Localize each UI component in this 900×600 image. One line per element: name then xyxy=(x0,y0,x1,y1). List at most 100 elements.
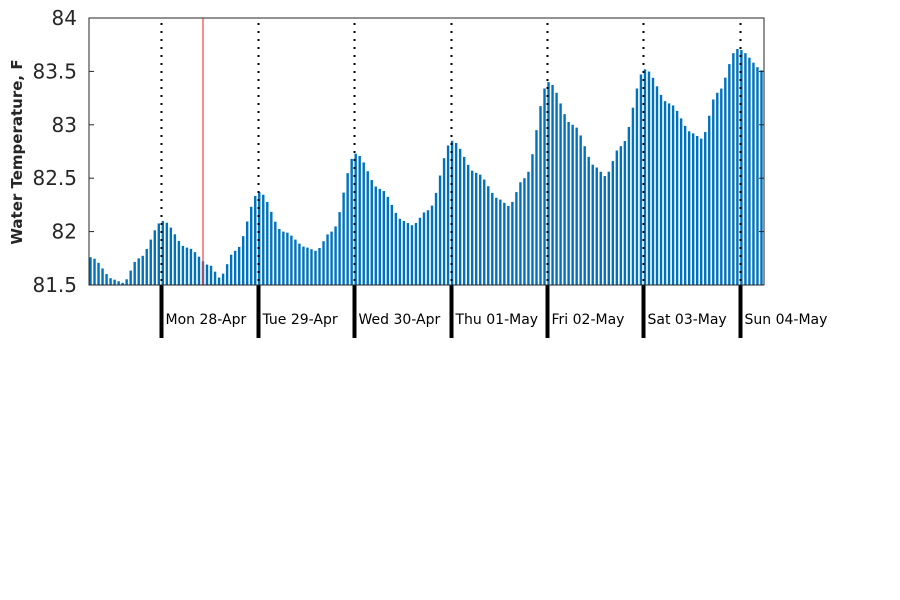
y-tick-label: 84 xyxy=(52,6,77,30)
y-tick-label: 83.5 xyxy=(32,59,77,83)
bar xyxy=(358,156,361,285)
bar xyxy=(326,234,329,285)
bar xyxy=(483,179,486,285)
bar xyxy=(507,205,510,285)
bar xyxy=(290,235,293,285)
bar xyxy=(748,57,751,285)
bar xyxy=(736,48,739,285)
bar xyxy=(503,202,506,285)
bar xyxy=(346,173,349,285)
bar xyxy=(334,226,337,285)
bar xyxy=(181,245,185,285)
day-label: Tue 29-Apr xyxy=(262,312,338,328)
plot-frame xyxy=(88,17,765,286)
bar xyxy=(362,162,365,285)
bar xyxy=(217,277,221,285)
bar xyxy=(603,176,606,285)
day-label: Mon 28-Apr xyxy=(166,312,247,328)
bar xyxy=(631,107,635,286)
bar xyxy=(659,94,663,286)
bar xyxy=(298,243,301,285)
bar xyxy=(422,212,426,285)
bar xyxy=(414,223,418,285)
bar xyxy=(145,248,148,285)
bar xyxy=(350,158,353,285)
y-tick-label: 81.5 xyxy=(32,273,77,297)
bar xyxy=(728,64,731,285)
bar xyxy=(233,250,237,285)
bar xyxy=(434,192,438,285)
bar xyxy=(708,115,711,285)
bar xyxy=(475,172,478,285)
bar xyxy=(579,135,582,285)
bar xyxy=(712,99,715,286)
bar xyxy=(250,206,253,285)
bar xyxy=(109,278,112,285)
bar xyxy=(720,88,723,285)
bar xyxy=(241,236,245,285)
bar xyxy=(535,130,538,285)
bar xyxy=(229,254,233,285)
bar xyxy=(129,270,132,285)
bar xyxy=(342,192,345,285)
bar xyxy=(354,153,357,285)
bar xyxy=(635,88,639,286)
bar xyxy=(286,232,289,285)
bar xyxy=(294,239,297,285)
bar xyxy=(426,210,430,285)
bar xyxy=(704,131,707,285)
bar xyxy=(338,212,341,285)
bar xyxy=(591,164,594,285)
bar xyxy=(205,264,209,285)
bar xyxy=(185,247,189,285)
bar xyxy=(258,192,261,285)
bar xyxy=(213,271,217,285)
bar xyxy=(687,131,691,285)
bar xyxy=(382,191,386,285)
y-axis: 81.5 82 82.5 83 83.5 84 xyxy=(32,6,764,297)
bar xyxy=(149,239,152,285)
bar xyxy=(559,103,562,285)
bar xyxy=(655,86,659,285)
bar xyxy=(410,225,414,285)
bar xyxy=(599,171,602,285)
bar xyxy=(157,223,161,285)
bar xyxy=(209,265,213,285)
bar xyxy=(466,164,470,285)
bar xyxy=(113,279,116,285)
bar xyxy=(627,126,631,285)
bar xyxy=(623,141,627,285)
bar xyxy=(724,77,727,285)
bar xyxy=(643,69,647,285)
bar xyxy=(105,274,108,285)
bar xyxy=(386,196,390,285)
bar xyxy=(515,192,518,285)
bar xyxy=(499,199,502,285)
bar xyxy=(237,246,241,285)
bar xyxy=(254,196,257,285)
day-label: Fri 02-May xyxy=(552,312,625,328)
bar xyxy=(418,217,422,285)
bar xyxy=(398,218,402,285)
bar xyxy=(647,71,651,285)
bar xyxy=(378,188,381,285)
y-axis-label: Water Temperature, F xyxy=(8,59,26,244)
bar xyxy=(93,258,96,285)
bar xyxy=(262,194,265,285)
bar xyxy=(278,228,281,285)
bar xyxy=(193,252,197,285)
bar xyxy=(450,140,454,285)
bar xyxy=(527,171,530,285)
bar xyxy=(266,201,269,285)
bar xyxy=(663,101,667,286)
day-label: Thu 01-May xyxy=(455,312,539,328)
day-label: Sun 04-May xyxy=(745,312,828,328)
bar xyxy=(744,53,747,285)
bar xyxy=(197,256,201,285)
bar xyxy=(563,114,566,286)
bar xyxy=(125,279,128,285)
bar xyxy=(491,192,494,285)
bar xyxy=(177,240,181,285)
day-label: Wed 30-Apr xyxy=(359,312,441,328)
bar xyxy=(101,268,104,285)
